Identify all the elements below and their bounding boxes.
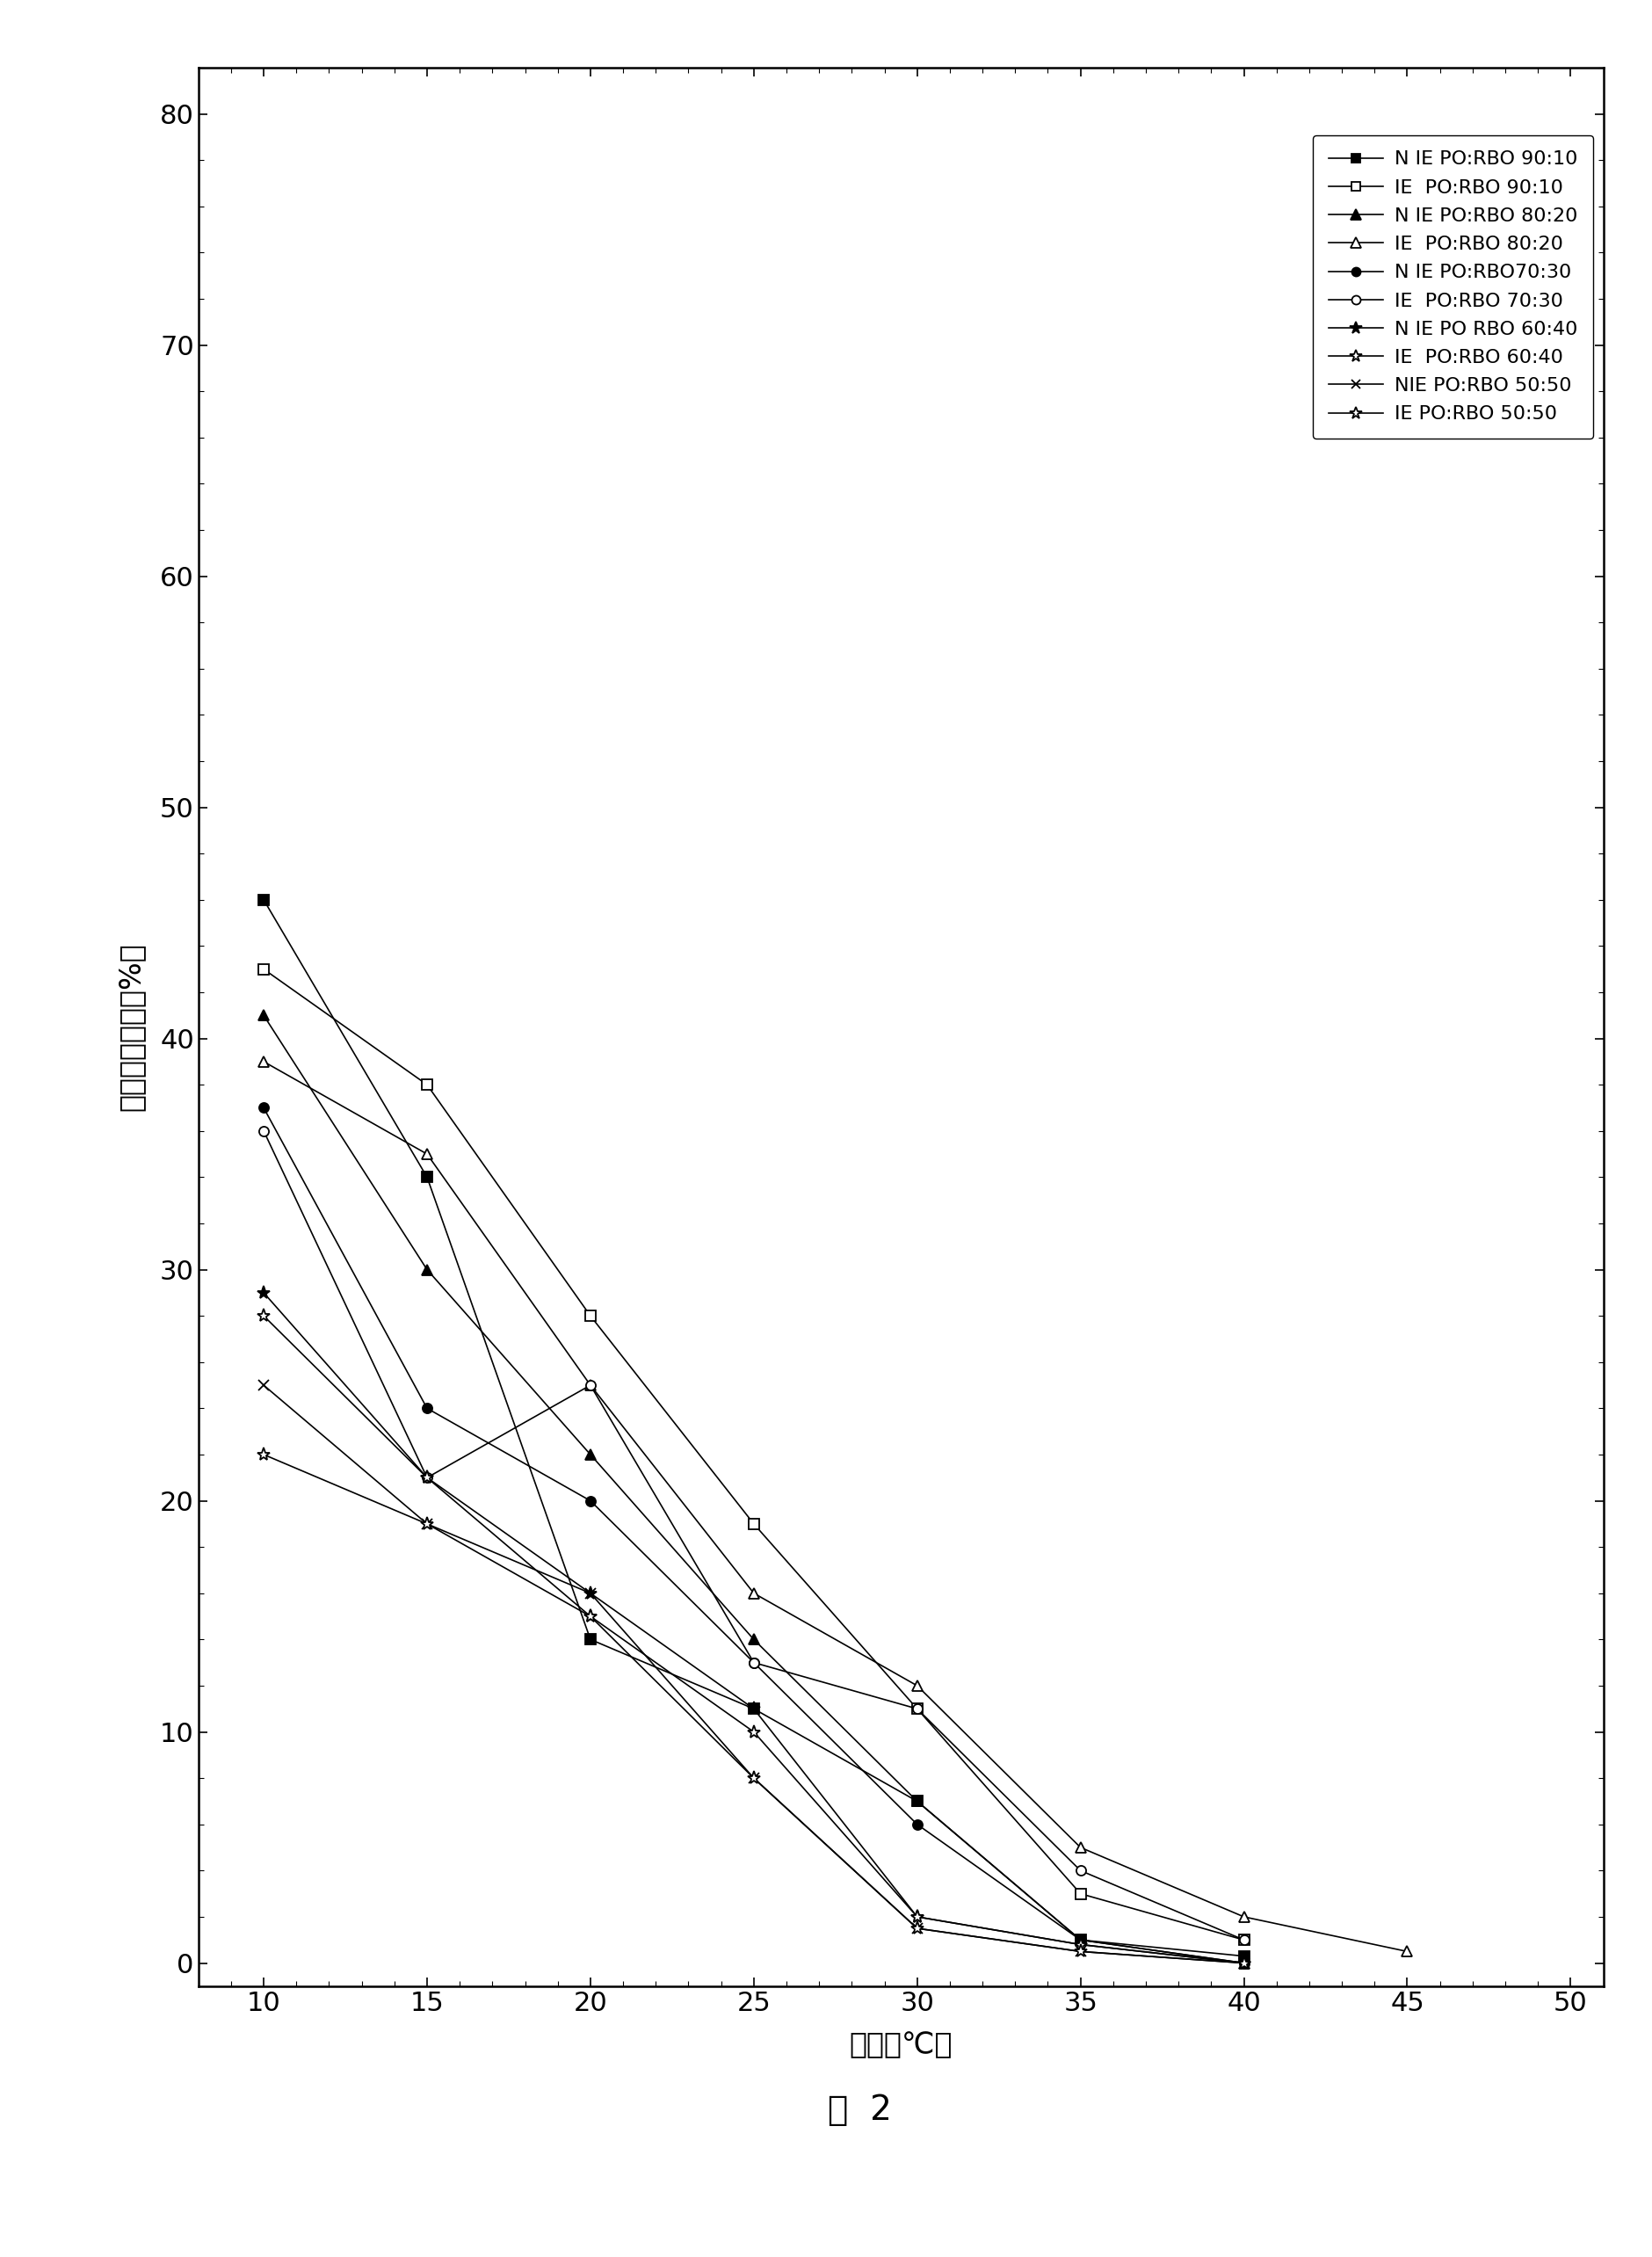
Text: 图  2: 图 2 [828,2094,890,2126]
Y-axis label: 固体脂肪含量（%）: 固体脂肪含量（%） [116,943,145,1110]
X-axis label: 温度（℃）: 温度（℃） [849,2031,952,2061]
Legend: N IE PO:RBO 90:10, IE  PO:RBO 90:10, N IE PO:RBO 80:20, IE  PO:RBO 80:20, N IE P: N IE PO:RBO 90:10, IE PO:RBO 90:10, N IE… [1312,135,1593,438]
